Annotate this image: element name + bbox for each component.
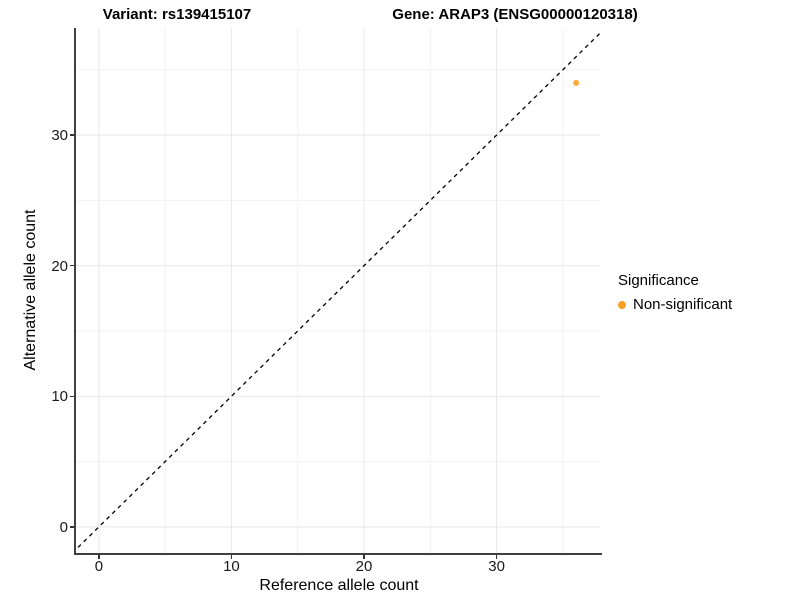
y-tick-label: 30 xyxy=(51,127,68,145)
y-tick-mark xyxy=(69,395,74,398)
x-tick-label: 10 xyxy=(223,558,240,575)
x-tick-label: 20 xyxy=(355,558,373,575)
y-axis-title: Alternative allele count xyxy=(22,209,39,371)
legend-item-non-significant: Non-significant xyxy=(618,296,732,313)
x-axis-title: Reference allele count xyxy=(259,577,419,594)
legend-title: Significance xyxy=(618,272,699,289)
y-tick-label: 20 xyxy=(51,257,68,275)
y-tick-mark xyxy=(69,264,74,267)
x-axis-line xyxy=(73,552,602,555)
plot-panel xyxy=(75,28,600,553)
y-tick-mark xyxy=(69,134,74,136)
legend: Significance Non-significant xyxy=(618,272,732,313)
x-tick-mark xyxy=(363,554,365,559)
identity-reference-line xyxy=(75,32,600,552)
plot-panel-canvas xyxy=(75,28,600,553)
legend-item-label: Non-significant xyxy=(633,296,733,313)
x-tick-mark xyxy=(495,554,498,559)
plot-title-variant: Variant: rs139415107 xyxy=(102,6,252,23)
x-tick-mark xyxy=(98,554,100,559)
y-axis-line xyxy=(73,28,76,555)
y-tick-label: 0 xyxy=(59,518,68,536)
y-tick-mark xyxy=(69,526,74,528)
y-tick-label: 10 xyxy=(51,388,68,406)
x-tick-mark xyxy=(230,554,233,559)
x-tick-label: 0 xyxy=(94,558,104,575)
data-point xyxy=(573,79,580,86)
x-tick-label: 30 xyxy=(488,558,505,575)
plot-title-gene: Gene: ARAP3 (ENSG00000120318) xyxy=(392,6,638,23)
legend-key-dot-icon xyxy=(618,300,626,309)
